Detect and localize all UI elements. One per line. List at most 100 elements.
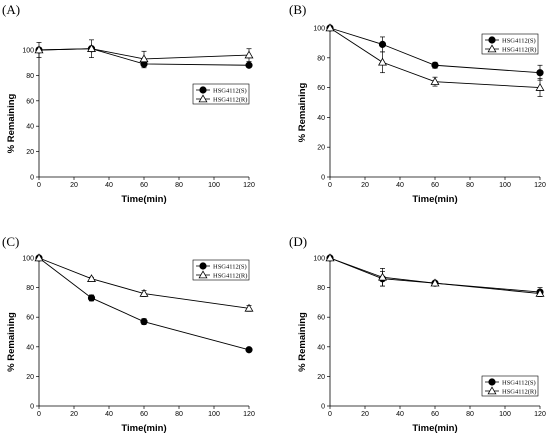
- y-tick-label: 60: [26, 98, 34, 105]
- data-point: [378, 40, 387, 48]
- y-tick-label: 100: [22, 48, 34, 55]
- legend-label: HSG4112(R): [213, 272, 247, 279]
- x-tick-label: 120: [243, 411, 255, 418]
- series-line: [329, 27, 541, 74]
- y-tick-label: 20: [317, 374, 325, 381]
- x-tick-label: 20: [361, 182, 369, 189]
- legend-label: HSG4112(S): [213, 263, 247, 270]
- data-point: [34, 45, 44, 54]
- x-tick-label: 60: [431, 411, 439, 418]
- axes: 0 20 40 60 80 100 120 0 20 40 60 80 100 Time(min) % Re…: [297, 24, 546, 205]
- series-line: [38, 48, 250, 60]
- data-point: [244, 50, 254, 59]
- x-tick-label: 120: [534, 411, 546, 418]
- y-tick-label: 80: [26, 73, 34, 80]
- data-point: [431, 61, 439, 69]
- x-tick-label: 0: [37, 182, 41, 189]
- series-s: [35, 254, 253, 354]
- data-point: [140, 318, 148, 326]
- x-tick-label: 80: [466, 411, 474, 418]
- x-tick-label: 80: [466, 182, 474, 189]
- axes: 0 20 40 60 80 100 120 0 20 40 60 80 100 Time(min) % Re…: [6, 46, 255, 205]
- series-r: [325, 23, 545, 97]
- x-axis-title: Time(min): [412, 194, 457, 205]
- y-tick-label: 40: [317, 115, 325, 122]
- x-tick-label: 60: [140, 182, 148, 189]
- data-point: [245, 346, 253, 354]
- x-tick-label: 100: [208, 411, 220, 418]
- legend-marker: [487, 44, 497, 53]
- y-tick-label: 40: [26, 124, 34, 131]
- legend: HSG4112(S) HSG4112(R): [192, 83, 250, 105]
- panel-b: (B) 0 20 40 60 80 100 120 0 20 40 60 80 100 Time(min)…: [289, 2, 546, 205]
- data-point: [325, 253, 335, 262]
- x-tick-label: 40: [396, 182, 404, 189]
- x-axis-title: Time(min): [121, 423, 166, 434]
- y-tick-label: 20: [26, 374, 34, 381]
- panel-a-label: (A): [2, 2, 20, 17]
- y-tick-label: 80: [317, 285, 325, 292]
- x-tick-label: 120: [534, 182, 546, 189]
- x-tick-label: 60: [431, 182, 439, 189]
- legend-marker: [198, 270, 208, 279]
- y-tick-label: 80: [317, 55, 325, 62]
- x-tick-label: 0: [328, 411, 332, 418]
- y-tick-label: 0: [30, 175, 34, 182]
- y-axis-title: % Remaining: [6, 312, 17, 372]
- axes: 0 20 40 60 80 100 120 0 20 40 60 80 100 Time(min) % Re…: [297, 254, 546, 434]
- legend: HSG4112(S) HSG4112(R): [481, 375, 539, 397]
- series-line: [329, 257, 541, 294]
- x-tick-label: 20: [70, 182, 78, 189]
- x-tick-label: 40: [396, 411, 404, 418]
- data-point: [244, 303, 254, 312]
- series-line: [38, 257, 250, 309]
- x-tick-label: 100: [499, 182, 511, 189]
- y-axis-title: % Remaining: [297, 82, 308, 142]
- panel-d-label: (D): [289, 234, 307, 249]
- data-point: [430, 77, 440, 85]
- x-tick-label: 60: [140, 411, 148, 418]
- data-point: [87, 294, 96, 302]
- data-point: [87, 44, 96, 52]
- x-tick-label: 20: [361, 411, 369, 418]
- x-axis-title: Time(min): [412, 423, 457, 434]
- panel-c: (C) 0 20 40 60 80 100 120 0 20 40 60 80 100 Time(min)…: [2, 234, 255, 434]
- series-line: [329, 27, 541, 89]
- y-axis-title: % Remaining: [297, 312, 308, 372]
- series-r: [34, 39, 254, 67]
- y-tick-label: 60: [26, 315, 34, 322]
- x-tick-label: 80: [175, 411, 183, 418]
- data-point: [325, 23, 335, 32]
- legend-marker: [199, 262, 207, 270]
- y-tick-label: 0: [321, 404, 325, 411]
- legend-marker: [487, 386, 497, 395]
- legend-label: HSG4112(S): [502, 379, 536, 386]
- data-point: [535, 82, 545, 91]
- panel-b-label: (B): [289, 2, 306, 17]
- legend: HSG4112(S) HSG4112(R): [192, 259, 250, 281]
- legend: HSG4112(S) HSG4112(R): [481, 33, 539, 55]
- y-tick-label: 60: [317, 85, 325, 92]
- legend-marker: [198, 94, 208, 103]
- legend-marker: [199, 86, 207, 94]
- x-tick-label: 100: [208, 182, 220, 189]
- data-point: [535, 288, 545, 297]
- series-line: [329, 257, 541, 293]
- legend-label: HSG4112(S): [502, 37, 536, 44]
- x-tick-label: 0: [328, 182, 332, 189]
- data-point: [536, 69, 544, 77]
- x-axis-title: Time(min): [121, 194, 166, 205]
- legend-label: HSG4112(R): [502, 388, 536, 395]
- data-point: [430, 278, 440, 287]
- legend-label: HSG4112(R): [213, 96, 247, 103]
- y-tick-label: 0: [30, 404, 34, 411]
- y-tick-label: 100: [22, 256, 34, 263]
- data-point: [378, 272, 387, 281]
- axes: 0 20 40 60 80 100 120 0 20 40 60 80 100 Time(min) % Re…: [6, 254, 255, 434]
- series-r: [325, 253, 545, 297]
- x-tick-label: 40: [105, 411, 113, 418]
- series-r: [34, 253, 254, 312]
- y-axis-title: % Remaining: [6, 93, 17, 153]
- panel-a: (A) 0 20 40 60 80 100 120 0 20 40 60 80 100 Time(min)…: [2, 2, 255, 205]
